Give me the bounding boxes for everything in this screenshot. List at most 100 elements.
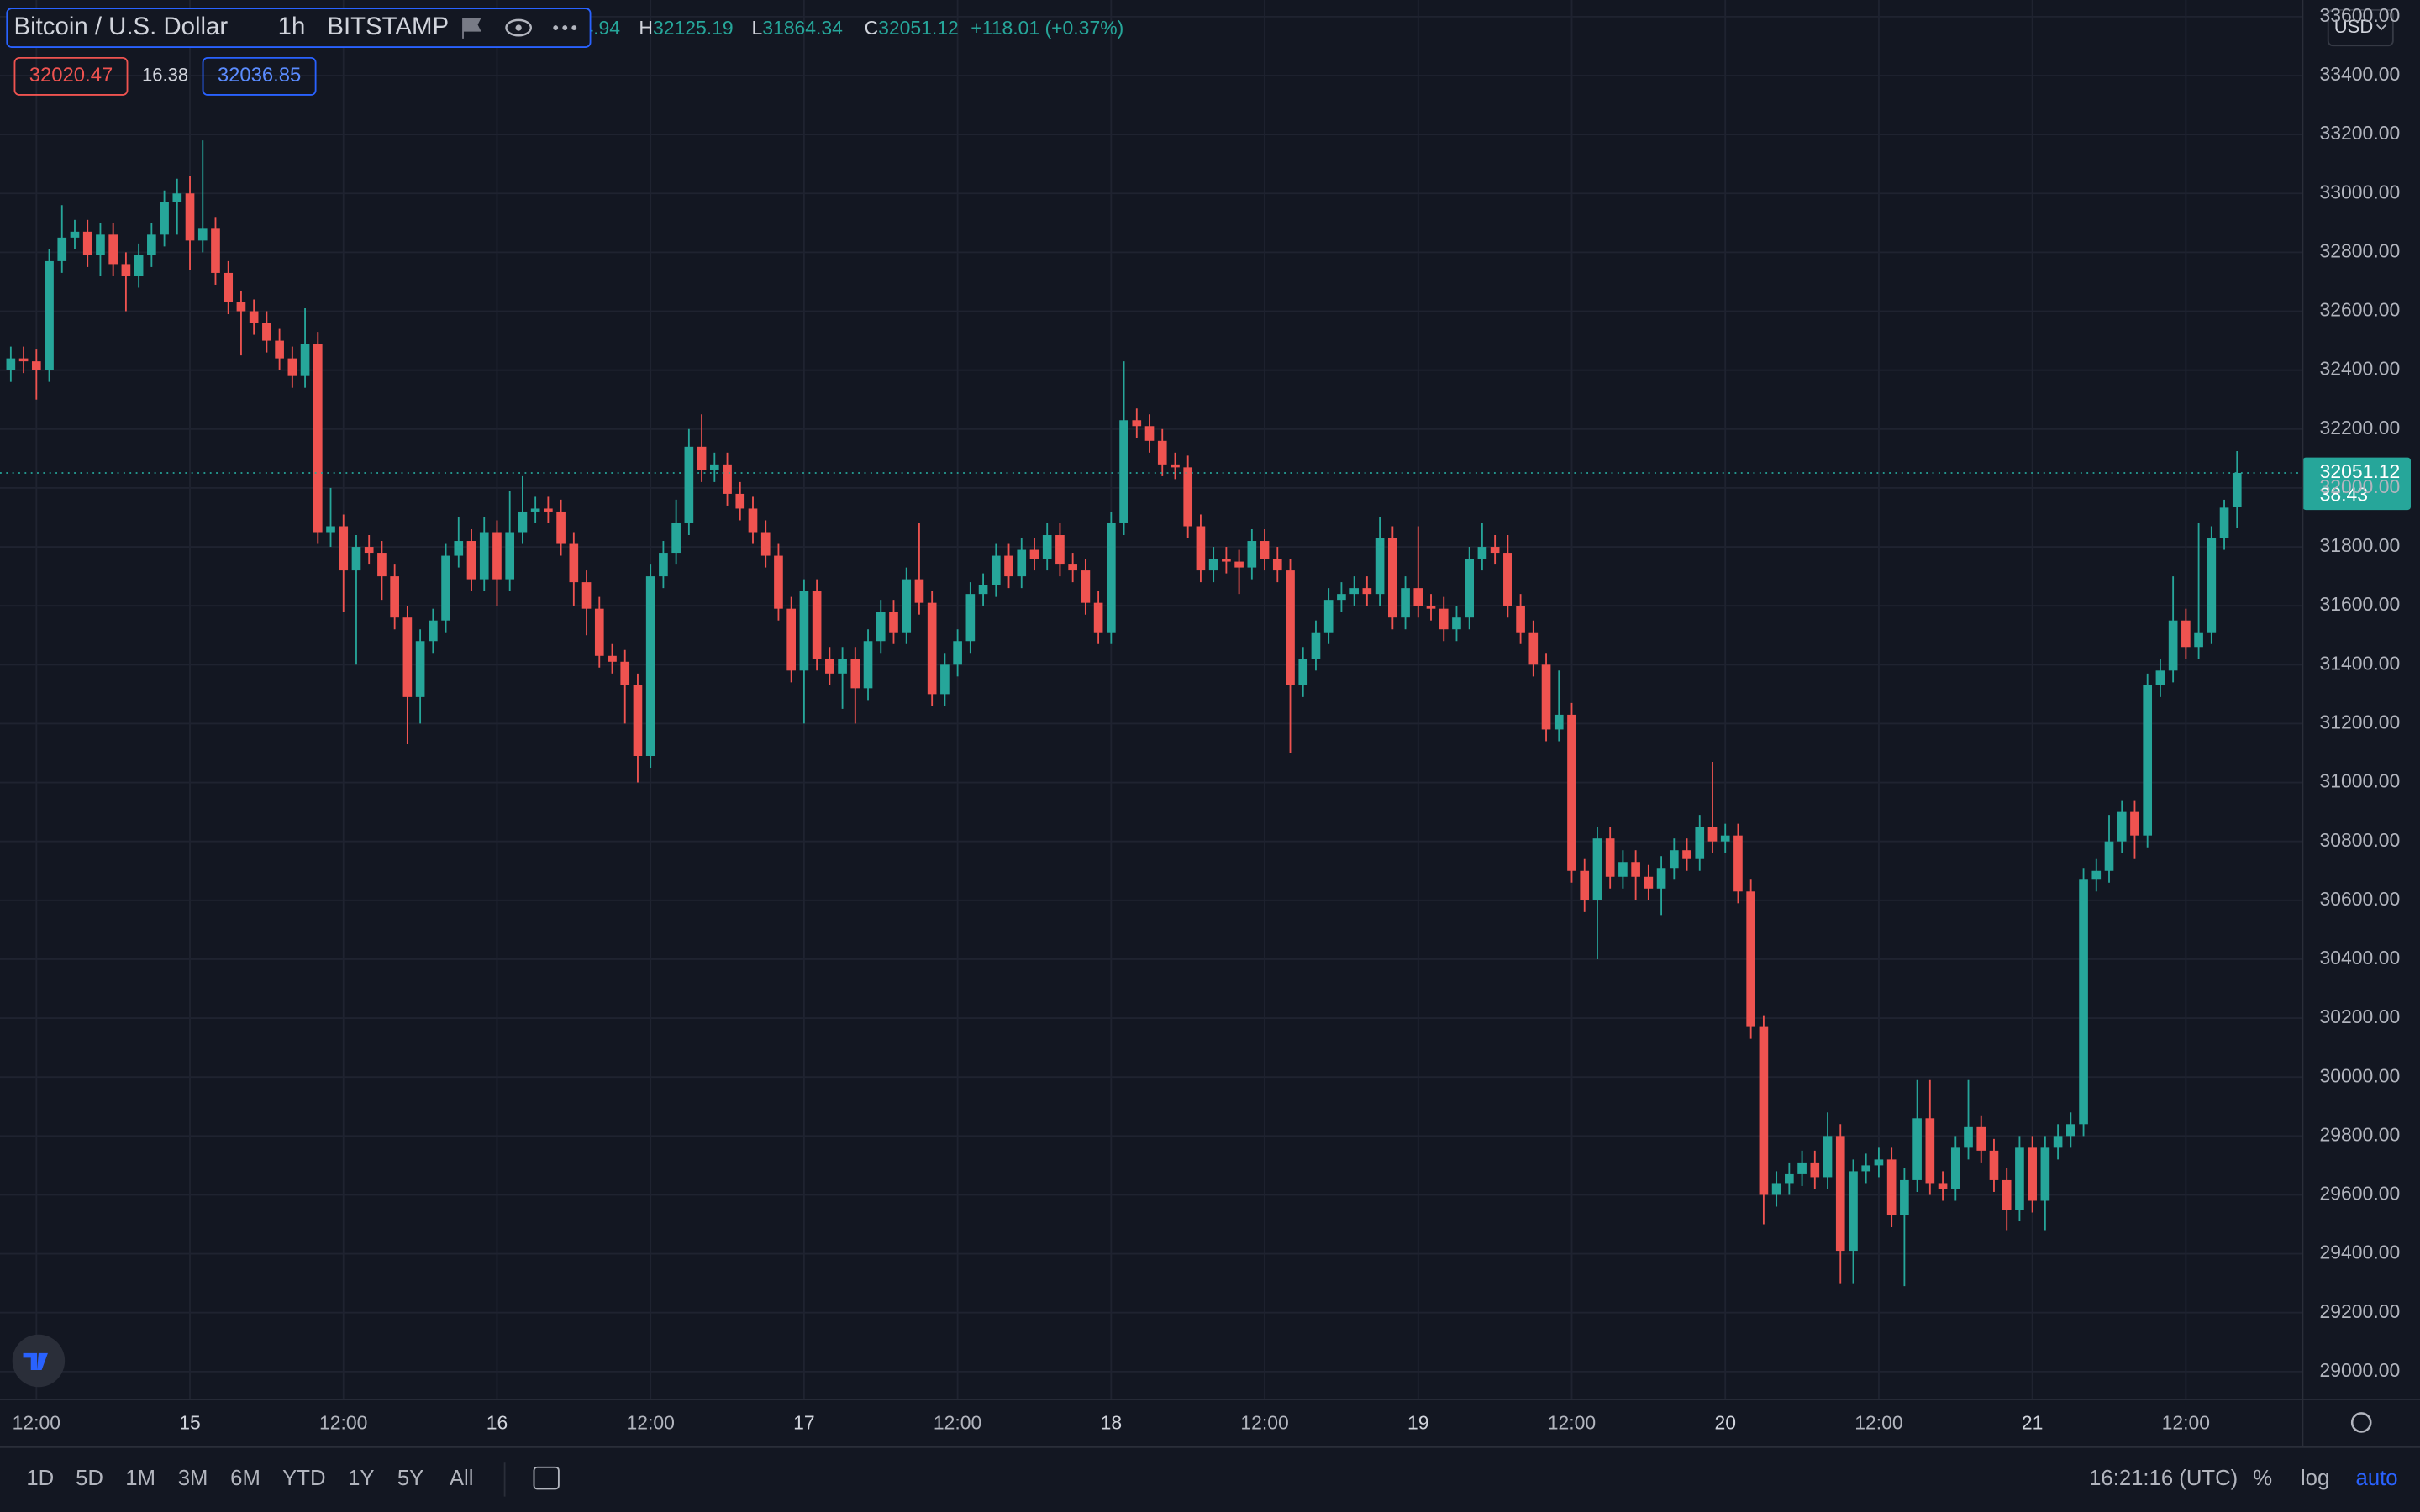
candle-body (1375, 538, 1385, 595)
candle-body (1144, 426, 1155, 441)
candle-body (31, 361, 41, 370)
y-tick-label: 29200.00 (2320, 1300, 2401, 1322)
candle-body (645, 576, 655, 756)
candle-body (1222, 559, 1231, 562)
candle-body (594, 608, 604, 656)
last-price-box (2302, 457, 2411, 511)
x-tick-label: 12:00 (1548, 1411, 1596, 1433)
eye-icon[interactable] (505, 18, 533, 37)
candle-body (1964, 1126, 1973, 1148)
x-tick-label: 12:00 (13, 1411, 60, 1433)
last-price-label: 32051.12 (2320, 460, 2401, 482)
symbol-box[interactable] (6, 8, 592, 48)
range-button[interactable]: 1D (26, 1467, 54, 1490)
sell-box[interactable] (13, 56, 129, 96)
x-tick-label: 15 (179, 1411, 201, 1433)
ohlc-value: 31864.34 (762, 17, 843, 39)
candle-body (633, 685, 643, 756)
settings-icon[interactable] (2350, 1412, 2372, 1433)
candle-body (1874, 1159, 1884, 1166)
candle-body (2002, 1179, 2012, 1210)
range-button[interactable]: All (450, 1467, 474, 1490)
candle-body (1465, 559, 1475, 618)
candle-body (236, 302, 246, 312)
candle-body (1567, 714, 1576, 871)
candle-body (466, 541, 476, 580)
candle-body (927, 602, 937, 695)
candle-body (2219, 507, 2229, 538)
candle-body (2232, 472, 2242, 507)
candle-body (1580, 870, 1590, 900)
range-button[interactable]: YTD (282, 1467, 325, 1490)
scale-button[interactable]: log (2301, 1467, 2329, 1490)
candle-body (390, 576, 399, 618)
scale-button[interactable]: auto (2356, 1467, 2398, 1490)
candle-body (2155, 670, 2165, 685)
range-button[interactable]: 1Y (348, 1467, 374, 1490)
candle-body (1272, 559, 1282, 571)
candle-body (1503, 553, 1512, 606)
buy-box[interactable] (202, 56, 317, 96)
y-tick-label: 31000.00 (2320, 770, 2401, 792)
candle-body (2066, 1124, 2075, 1137)
x-tick-label: 21 (2022, 1411, 2044, 1433)
candle-body (978, 585, 988, 595)
candle-body (1771, 1183, 1781, 1195)
candle-body (1413, 588, 1423, 606)
candle-body (1029, 549, 1039, 559)
y-tick-label: 30200.00 (2320, 1005, 2401, 1027)
candle-body (556, 511, 566, 544)
candle-body (760, 532, 771, 556)
candle-body (1976, 1126, 1986, 1151)
goto-date-icon[interactable] (533, 1466, 560, 1490)
currency-button[interactable] (2327, 9, 2394, 47)
candle-body (1055, 535, 1065, 565)
range-button[interactable]: 5Y (397, 1467, 424, 1490)
candle-body (1900, 1179, 1909, 1216)
scale-button[interactable]: % (2253, 1467, 2272, 1490)
candle-body (1925, 1118, 1935, 1184)
candle-body (1989, 1150, 1999, 1180)
range-button[interactable]: 3M (178, 1467, 208, 1490)
candle-body (786, 608, 797, 671)
range-button[interactable]: 5D (76, 1467, 103, 1490)
range-button[interactable]: 1M (125, 1467, 155, 1490)
candle-body (287, 358, 297, 376)
y-tick-label: 32400.00 (2320, 358, 2401, 380)
candle-body (2091, 870, 2102, 880)
candle-body (850, 659, 860, 689)
candle-body (1490, 547, 1500, 554)
candle-body (1541, 664, 1551, 730)
more-icon[interactable] (553, 25, 577, 30)
candle-body (659, 553, 668, 577)
candle-body (1132, 420, 1142, 427)
candle-body (1554, 714, 1564, 730)
candle-body (1017, 549, 1027, 577)
x-tick-label: 12:00 (1240, 1411, 1288, 1433)
candle-body (1311, 632, 1321, 659)
y-tick-label: 33000.00 (2320, 181, 2401, 202)
y-tick-label: 30600.00 (2320, 888, 2401, 910)
candle-body (351, 547, 361, 571)
candle-body (505, 532, 515, 580)
candle-body (1682, 850, 1691, 859)
candle-body (402, 617, 413, 697)
range-button[interactable]: 6M (230, 1467, 260, 1490)
candle-body (454, 541, 464, 556)
candle-body (1656, 868, 1666, 889)
y-tick-label: 31600.00 (2320, 593, 2401, 615)
interval: 1h (278, 13, 306, 40)
candle-body (723, 464, 732, 494)
candle-body (697, 446, 707, 470)
candle-body (1950, 1147, 1960, 1189)
candle-body (1452, 617, 1461, 630)
flag-icon[interactable] (462, 18, 481, 39)
candle-body (2015, 1147, 2024, 1210)
candle-body (18, 358, 29, 362)
candle-body (1669, 850, 1679, 869)
candle-body (185, 193, 195, 241)
candle-body (620, 661, 630, 685)
